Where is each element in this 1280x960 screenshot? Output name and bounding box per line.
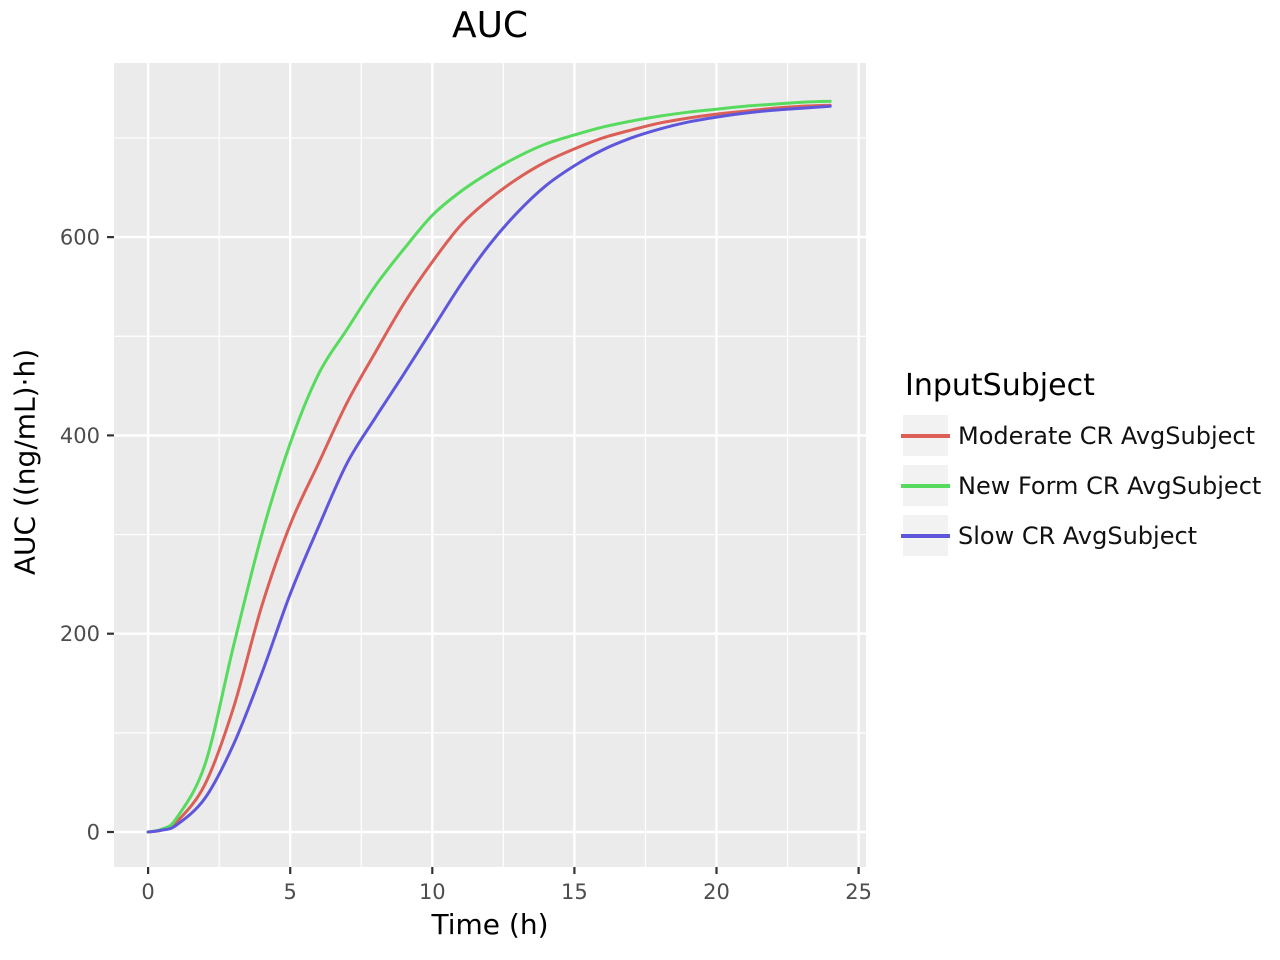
legend-key-line-icon — [901, 533, 950, 538]
y-tick-label: 200 — [60, 622, 100, 646]
plot-title: AUC — [451, 5, 529, 46]
legend-item: Slow CR AvgSubject — [901, 515, 1261, 556]
x-tick-label: 15 — [561, 880, 588, 904]
legend-item-label: Moderate CR AvgSubject — [958, 421, 1255, 450]
x-tick-label: 0 — [141, 880, 154, 904]
x-tick-label: 5 — [284, 880, 297, 904]
legend-key — [901, 515, 950, 556]
x-tick-label: 20 — [703, 880, 730, 904]
x-tick-label: 10 — [419, 880, 446, 904]
series-line-0 — [146, 103, 832, 834]
legend-item: New Form CR AvgSubject — [901, 465, 1262, 506]
series-line-2 — [146, 104, 832, 834]
x-axis-title: Time (h) — [431, 908, 549, 941]
x-tick-label: 25 — [845, 880, 872, 904]
legend-key — [901, 465, 950, 506]
legend-item-label: New Form CR AvgSubject — [958, 471, 1262, 500]
legend: InputSubject Moderate CR AvgSubject New … — [901, 368, 1262, 565]
legend-key-line-icon — [901, 433, 950, 438]
legend-title: InputSubject — [905, 368, 1095, 403]
legend-item-label: Slow CR AvgSubject — [958, 521, 1198, 550]
y-axis-title: AUC ((ng/mL)·h) — [8, 348, 42, 576]
y-tick-label: 0 — [87, 820, 100, 844]
legend-key-line-icon — [901, 483, 950, 488]
y-tick-label: 400 — [60, 424, 100, 448]
legend-item: Moderate CR AvgSubject — [901, 415, 1261, 456]
plot-panel — [114, 63, 866, 867]
y-tick-label: 600 — [60, 225, 100, 249]
series-line-1 — [146, 99, 832, 834]
legend-key — [901, 415, 950, 456]
